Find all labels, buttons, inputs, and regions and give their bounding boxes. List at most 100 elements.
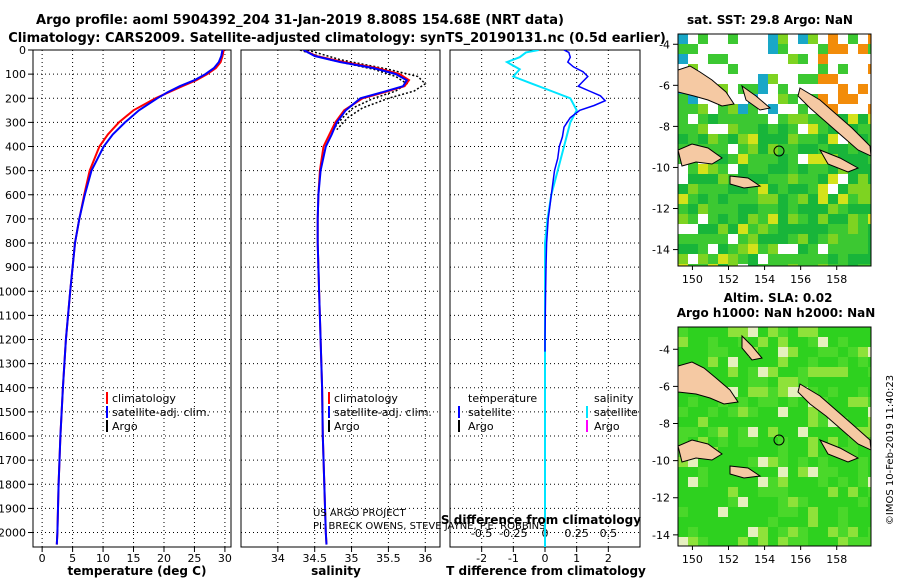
- sla-cell: [738, 327, 748, 337]
- sst-cell: [698, 234, 708, 244]
- depth-tick-label: 1200: [0, 334, 26, 347]
- sla-cell: [778, 327, 788, 337]
- sst-cell: [798, 104, 808, 114]
- lat-tick-label: -8: [659, 120, 670, 133]
- sst-cell: [778, 194, 788, 204]
- depth-tick-label: 1800: [0, 478, 26, 491]
- salinity-panel: 34 34.5 35 35.5 36 salinity climatology sate…: [240, 49, 546, 578]
- sst-cell: [768, 134, 778, 144]
- sst-cell: [728, 154, 738, 164]
- legend-black-swatch: [328, 420, 330, 432]
- sst-cell: [778, 134, 788, 144]
- sst-cell: [728, 204, 738, 214]
- sla-cell: [678, 407, 688, 417]
- sst-cell: [718, 154, 728, 164]
- sla-cell: [858, 427, 868, 437]
- sst-cell: [828, 174, 838, 184]
- sst-cell: [858, 234, 868, 244]
- sst-cell: [798, 214, 808, 224]
- sst-cell: [808, 154, 818, 164]
- sla-cell: [868, 347, 871, 357]
- sla-cell: [808, 407, 818, 417]
- new-guinea-land: [678, 361, 739, 405]
- sst-cell: [818, 164, 828, 174]
- salinity-grid: [241, 49, 440, 547]
- sst-cell: [788, 204, 798, 214]
- sst-cell: [708, 234, 718, 244]
- lon-tick-label: 154: [754, 553, 775, 566]
- sst-cell: [808, 174, 818, 184]
- sst-cell: [688, 234, 698, 244]
- sst-cell: [808, 164, 818, 174]
- sst-cell: [798, 204, 808, 214]
- depth-tick-label: 1400: [0, 382, 26, 395]
- sst-cell: [868, 174, 871, 184]
- sla-cell: [758, 457, 768, 467]
- sla-cell: [838, 337, 848, 347]
- sst-cell: [818, 254, 828, 264]
- sst-cell: [818, 184, 828, 194]
- sla-cell: [778, 507, 788, 517]
- sst-cell: [678, 214, 688, 224]
- sst-cell: [718, 234, 728, 244]
- sst-cell: [738, 244, 748, 254]
- sst-cell: [758, 174, 768, 184]
- sst-cell: [778, 144, 788, 154]
- sst-cell: [858, 114, 868, 124]
- sla-cell: [838, 477, 848, 487]
- sst-cell: [708, 174, 718, 184]
- sst-cell: [698, 174, 708, 184]
- sla-cell: [788, 387, 798, 397]
- lon-tick-label: 154: [754, 273, 775, 286]
- sst-cell: [758, 144, 768, 154]
- sst-cell: [848, 254, 858, 264]
- sst-cell: [698, 134, 708, 144]
- sst-cell: [748, 84, 758, 94]
- sla-cell: [848, 437, 858, 447]
- sla-cell: [768, 387, 778, 397]
- sst-cell: [828, 214, 838, 224]
- sst-cell: [768, 194, 778, 204]
- sst-cell: [718, 54, 728, 64]
- temperature-difference-line: [544, 50, 607, 352]
- sla-cell: [788, 497, 798, 507]
- sla-cell: [748, 457, 758, 467]
- sla-cell: [858, 457, 868, 467]
- sst-cell: [858, 194, 868, 204]
- temperature-satellite-line: [55, 50, 224, 545]
- sla-cell: [698, 437, 708, 447]
- sst-cell: [688, 214, 698, 224]
- sst-cell: [758, 124, 768, 134]
- sst-cell: [758, 184, 768, 194]
- sst-cell: [738, 254, 748, 264]
- argo-float-marker: [773, 145, 785, 157]
- sst-cell: [778, 234, 788, 244]
- sla-cell: [768, 397, 778, 407]
- sst-cell: [768, 244, 778, 254]
- sst-cell: [868, 254, 871, 264]
- sla-map-land: [678, 334, 871, 479]
- sla-cell: [868, 537, 871, 546]
- sst-cell: [748, 194, 758, 204]
- sst-cell: [698, 34, 708, 44]
- sst-cell: [868, 224, 871, 234]
- sst-cell: [768, 184, 778, 194]
- sst-cell: [778, 114, 788, 124]
- sla-cell: [748, 527, 758, 537]
- sst-cell: [808, 244, 818, 254]
- sst-cell: [778, 174, 788, 184]
- sla-cell: [838, 537, 848, 546]
- new-ireland-land: [741, 334, 763, 361]
- sst-cell: [788, 264, 798, 266]
- sst-cell: [848, 214, 858, 224]
- sla-cell: [798, 327, 808, 337]
- sla-cell: [778, 497, 788, 507]
- sst-cell: [788, 124, 798, 134]
- depth-tick-label: 900: [5, 261, 26, 274]
- sst-cell: [868, 214, 871, 224]
- sst-cell: [838, 144, 848, 154]
- land: [729, 465, 762, 479]
- sst-cell: [728, 124, 738, 134]
- temperature-x-label: temperature (deg C): [68, 564, 207, 578]
- x-tick-label: 34: [271, 552, 285, 565]
